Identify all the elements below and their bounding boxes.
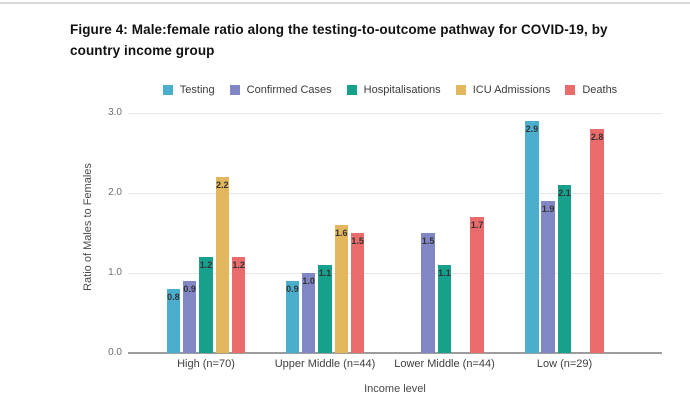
category-label-high-n-70: High (n=70) — [177, 358, 235, 370]
bar-value-hospitalisations-upper-middle-n-44: 1.1 — [318, 268, 332, 278]
legend-label: Testing — [179, 84, 215, 96]
x-axis-line — [128, 352, 662, 354]
bar-value-hospitalisations-high-n-70: 1.2 — [199, 260, 213, 270]
legend-swatch-icon — [565, 85, 576, 95]
legend-label: Deaths — [582, 84, 618, 96]
bar-deaths-upper-middle-n-44 — [350, 233, 365, 353]
bar-hospitalisations-high-n-70 — [199, 257, 213, 353]
y-tick-label-1.0: 1.0 — [108, 267, 122, 278]
top-divider — [0, 2, 690, 4]
bar-confirmed-cases-low-n-29 — [541, 201, 555, 353]
figure-title: Figure 4: Male:female ratio along the te… — [70, 19, 608, 61]
figure-title-line2: country income group — [70, 43, 215, 58]
legend-item-confirmed-cases: Confirmed Cases — [229, 84, 332, 96]
bar-value-hospitalisations-low-n-29: 2.1 — [558, 188, 571, 198]
legend-item-deaths: Deaths — [565, 84, 617, 96]
bar-value-testing-high-n-70: 0.8 — [167, 292, 180, 302]
bar-confirmed-cases-upper-middle-n-44 — [301, 273, 316, 353]
bar-value-deaths-high-n-70: 1.2 — [232, 260, 245, 270]
gridline-3.0 — [128, 112, 662, 114]
legend-label: ICU Admissions — [472, 84, 551, 96]
bar-value-icu-admissions-high-n-70: 2.2 — [216, 180, 229, 190]
bar-testing-low-n-29 — [525, 121, 539, 353]
bar-value-deaths-upper-middle-n-44: 1.5 — [351, 236, 364, 246]
y-tick-label-2.0: 2.0 — [108, 187, 122, 198]
bar-icu-admissions-upper-middle-n-44 — [334, 225, 349, 353]
category-label-lower-middle-n-44: Lower Middle (n=44) — [394, 358, 495, 370]
bar-value-hospitalisations-lower-middle-n-44: 1.1 — [438, 268, 451, 278]
bar-value-icu-admissions-upper-middle-n-44: 1.6 — [335, 228, 348, 238]
bar-value-testing-upper-middle-n-44: 0.9 — [286, 284, 299, 294]
bar-testing-upper-middle-n-44 — [285, 281, 300, 353]
bar-confirmed-cases-lower-middle-n-44 — [421, 233, 435, 353]
bar-hospitalisations-upper-middle-n-44 — [318, 265, 332, 353]
bar-value-confirmed-cases-high-n-70: 0.9 — [183, 284, 196, 294]
bar-value-deaths-low-n-29: 2.8 — [590, 132, 604, 142]
figure-title-line1: Figure 4: Male:female ratio along the te… — [70, 22, 608, 37]
y-tick-label-0.0: 0.0 — [108, 347, 122, 358]
legend-swatch-icon — [346, 85, 357, 95]
category-label-low-n-29: Low (n=29) — [536, 358, 593, 370]
x-axis-title: Income level — [364, 383, 426, 395]
chart-legend: Testing Confirmed Cases Hospitalisations IC… — [90, 83, 690, 97]
legend-item-icu-admissions: ICU Admissions — [455, 84, 551, 96]
bar-value-deaths-lower-middle-n-44: 1.7 — [470, 220, 484, 230]
bar-value-confirmed-cases-lower-middle-n-44: 1.5 — [421, 236, 435, 246]
bar-value-confirmed-cases-low-n-29: 1.9 — [541, 204, 555, 214]
y-tick-label-3.0: 3.0 — [108, 107, 122, 118]
bar-deaths-lower-middle-n-44 — [470, 217, 484, 353]
legend-swatch-icon — [162, 85, 173, 95]
bar-confirmed-cases-high-n-70 — [182, 281, 197, 353]
bar-value-confirmed-cases-upper-middle-n-44: 1.0 — [302, 276, 315, 286]
bar-hospitalisations-low-n-29 — [557, 185, 572, 353]
bar-value-testing-low-n-29: 2.9 — [525, 124, 539, 134]
legend-label: Hospitalisations — [363, 84, 441, 96]
bar-deaths-high-n-70 — [231, 257, 246, 353]
bar-deaths-low-n-29 — [590, 129, 604, 353]
category-label-upper-middle-n-44: Upper Middle (n=44) — [274, 358, 376, 370]
gridline-1.0 — [128, 272, 662, 274]
plot-area: 0.8 0.9 1.2 2.2 1.2 0.9 1.0 1.1 1.6 1.5 1.5 1.1 1.7 2… — [128, 112, 662, 354]
legend-swatch-icon — [229, 85, 240, 95]
bar-icu-admissions-high-n-70 — [215, 177, 230, 353]
bar-hospitalisations-lower-middle-n-44 — [437, 265, 452, 353]
gridline-2.0 — [128, 192, 662, 194]
y-axis-title: Ratio of Males to Females — [82, 163, 94, 291]
bar-testing-high-n-70 — [166, 289, 181, 353]
legend-label: Confirmed Cases — [246, 84, 332, 96]
legend-swatch-icon — [455, 85, 466, 95]
legend-item-testing: Testing — [162, 84, 215, 96]
legend-item-hospitalisations: Hospitalisations — [346, 84, 441, 96]
